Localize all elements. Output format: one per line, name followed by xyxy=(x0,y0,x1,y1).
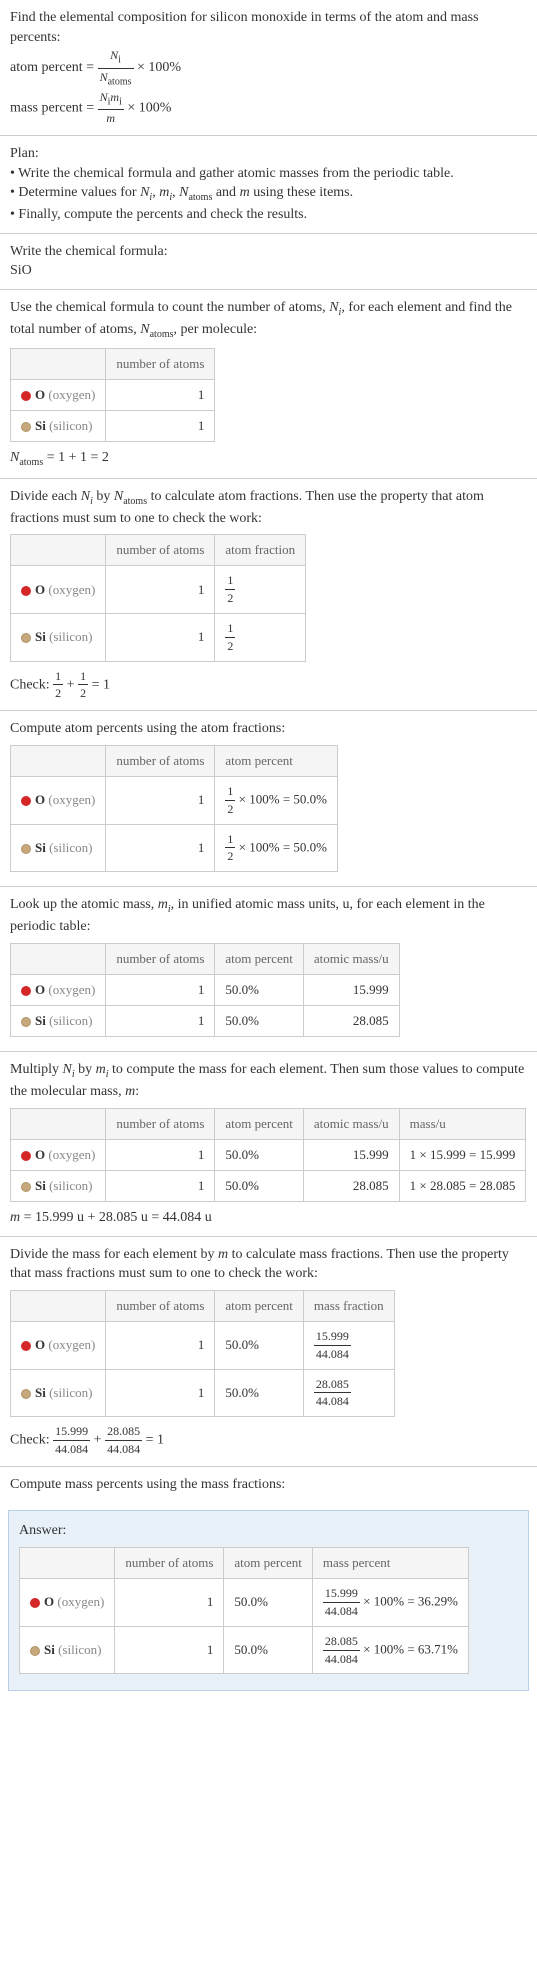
final-text: Compute mass percents using the mass fra… xyxy=(10,1475,527,1495)
m-equation: m = 15.999 u + 28.085 u = 44.084 u xyxy=(10,1208,527,1228)
silicon-dot-icon xyxy=(21,422,31,432)
mass-lookup-table: number of atomsatom percentatomic mass/u… xyxy=(10,943,400,1038)
table-row: O (oxygen)150.0%15.9991 × 15.999 = 15.99… xyxy=(11,1139,526,1170)
table-row: O (oxygen)112 xyxy=(11,566,306,614)
multiply-table: number of atomsatom percentatomic mass/u… xyxy=(10,1108,526,1203)
plan-section: Plan: • Write the chemical formula and g… xyxy=(0,136,537,234)
table-row: O (oxygen)1 xyxy=(11,379,215,410)
atompct-section: Compute atom percents using the atom fra… xyxy=(0,711,537,887)
table-row: O (oxygen)112 × 100% = 50.0% xyxy=(11,777,338,825)
table-row: Si (silicon)150.0%28.085 xyxy=(11,1005,400,1036)
table-row: Si (silicon)112 xyxy=(11,614,306,662)
oxygen-dot-icon xyxy=(21,986,31,996)
silicon-dot-icon xyxy=(21,633,31,643)
intro-section: Find the elemental composition for silic… xyxy=(0,0,537,136)
mass-percent-formula: mass percent = Nimi m × 100% xyxy=(10,89,527,127)
table-row: O (oxygen)150.0%15.99944.084 xyxy=(11,1322,395,1370)
massfrac-section: Divide the mass for each element by m to… xyxy=(0,1237,537,1467)
count-text: Use the chemical formula to count the nu… xyxy=(10,298,527,342)
times-100-2: × 100% xyxy=(127,100,171,115)
oxygen-dot-icon xyxy=(21,586,31,596)
silicon-dot-icon xyxy=(21,844,31,854)
plan-title: Plan: xyxy=(10,144,527,164)
formula-section: Write the chemical formula: SiO xyxy=(0,234,537,290)
silicon-dot-icon xyxy=(30,1646,40,1656)
table-row: Si (silicon)150.0%28.08544.084 × 100% = … xyxy=(20,1626,469,1674)
atomfrac-table: number of atomsatom fraction O (oxygen)1… xyxy=(10,534,306,661)
oxygen-dot-icon xyxy=(21,1151,31,1161)
table-row: O (oxygen)150.0%15.99944.084 × 100% = 36… xyxy=(20,1579,469,1627)
plan-bullet-3: • Finally, compute the percents and chec… xyxy=(10,205,527,225)
massfrac-check: Check: 15.99944.084 + 28.08544.084 = 1 xyxy=(10,1423,527,1458)
massfrac-text: Divide the mass for each element by m to… xyxy=(10,1245,527,1284)
answer-box: Answer: number of atomsatom percentmass … xyxy=(8,1510,529,1691)
table-row: O (oxygen)150.0%15.999 xyxy=(11,974,400,1005)
multiply-section: Multiply Ni by mi to compute the mass fo… xyxy=(0,1052,537,1237)
chemical-formula: SiO xyxy=(10,261,527,281)
mass-percent-label: mass percent = xyxy=(10,100,98,115)
answer-label: Answer: xyxy=(19,1521,518,1541)
atom-percent-label: atom percent = xyxy=(10,60,98,75)
silicon-dot-icon xyxy=(21,1017,31,1027)
intro-text: Find the elemental composition for silic… xyxy=(10,8,527,47)
table-row: Si (silicon)150.0%28.08544.084 xyxy=(11,1369,395,1417)
count-table: number of atoms O (oxygen)1 Si (silicon)… xyxy=(10,348,215,443)
atomfrac-check: Check: 12 + 12 = 1 xyxy=(10,668,527,703)
col-number-atoms: number of atoms xyxy=(106,348,215,379)
table-row: Si (silicon)1 xyxy=(11,410,215,441)
silicon-dot-icon xyxy=(21,1182,31,1192)
oxygen-dot-icon xyxy=(21,796,31,806)
times-100: × 100% xyxy=(137,60,181,75)
final-section: Compute mass percents using the mass fra… xyxy=(0,1467,537,1503)
atompct-text: Compute atom percents using the atom fra… xyxy=(10,719,527,739)
oxygen-dot-icon xyxy=(30,1598,40,1608)
count-section: Use the chemical formula to count the nu… xyxy=(0,290,537,479)
silicon-dot-icon xyxy=(21,1389,31,1399)
multiply-text: Multiply Ni by mi to compute the mass fo… xyxy=(10,1060,527,1101)
answer-table: number of atomsatom percentmass percent … xyxy=(19,1547,469,1674)
mass-lookup-text: Look up the atomic mass, mi, in unified … xyxy=(10,895,527,936)
atom-percent-formula: atom percent = Ni Natoms × 100% xyxy=(10,47,527,89)
table-row: Si (silicon)112 × 100% = 50.0% xyxy=(11,824,338,872)
oxygen-dot-icon xyxy=(21,1341,31,1351)
oxygen-dot-icon xyxy=(21,391,31,401)
table-row: Si (silicon)150.0%28.0851 × 28.085 = 28.… xyxy=(11,1170,526,1201)
atom-percent-fraction: Ni Natoms xyxy=(98,47,134,89)
atompct-table: number of atomsatom percent O (oxygen)11… xyxy=(10,745,338,872)
atomfrac-section: Divide each Ni by Natoms to calculate at… xyxy=(0,479,537,711)
atomfrac-text: Divide each Ni by Natoms to calculate at… xyxy=(10,487,527,528)
mass-percent-fraction: Nimi m xyxy=(98,89,124,127)
plan-bullet-1: • Write the chemical formula and gather … xyxy=(10,164,527,184)
formula-title: Write the chemical formula: xyxy=(10,242,527,262)
massfrac-table: number of atomsatom percentmass fraction… xyxy=(10,1290,395,1417)
plan-bullet-2: • Determine values for Ni, mi, Natoms an… xyxy=(10,183,527,205)
mass-lookup-section: Look up the atomic mass, mi, in unified … xyxy=(0,887,537,1052)
natoms-equation: Natoms = 1 + 1 = 2 xyxy=(10,448,527,470)
